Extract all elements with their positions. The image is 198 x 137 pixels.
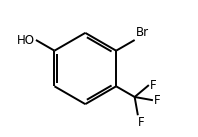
Text: HO: HO bbox=[17, 34, 35, 46]
Text: F: F bbox=[149, 79, 156, 92]
Text: Br: Br bbox=[136, 26, 149, 39]
Text: F: F bbox=[154, 94, 160, 107]
Text: F: F bbox=[138, 116, 145, 129]
